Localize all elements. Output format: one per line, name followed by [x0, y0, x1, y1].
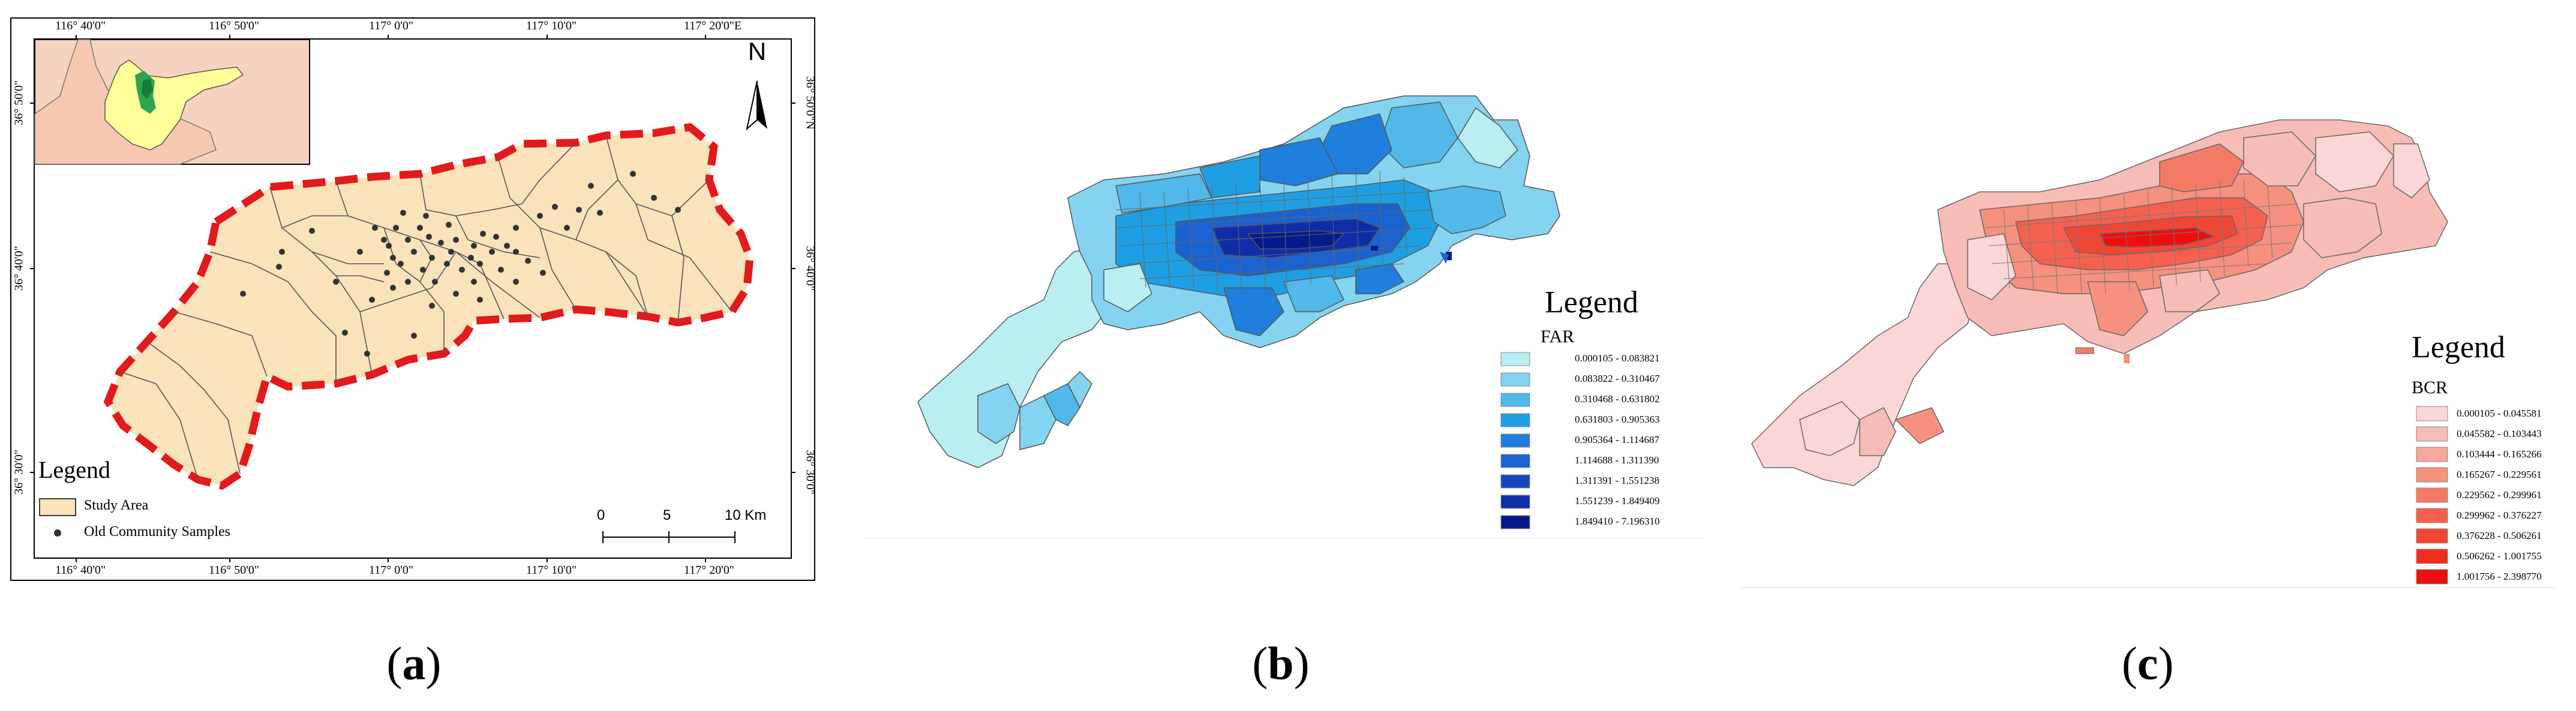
scale-label-5: 5 [663, 507, 671, 523]
coord-right-2: 36° 40'0" [803, 246, 817, 291]
far-legend-title: Legend [1545, 285, 1638, 320]
caption-b: (b) [1252, 637, 1310, 689]
panel-a: N 116° 40'0" 116° 50'0" 117° 0'0" 117° 1… [0, 0, 828, 599]
far-class-1: 0.000105 - 0.083821 [1575, 353, 1660, 364]
coord-top-3: 117° 0'0" [369, 19, 414, 32]
bcr-class-9: 1.001756 - 2.398770 [2457, 571, 2542, 582]
far-class-4: 0.631803 - 0.905363 [1575, 414, 1660, 425]
bcr-class-1: 0.000105 - 0.045581 [2457, 408, 2542, 419]
legend-label-samples: Old Community Samples [84, 524, 231, 540]
inset-map [34, 39, 310, 165]
coord-top-2: 116° 50'0" [209, 19, 260, 32]
bcr-class-6: 0.299962 - 0.376227 [2457, 510, 2542, 521]
bcr-legend-swatches [2416, 406, 2448, 585]
scale-label-0: 0 [597, 507, 605, 523]
north-arrow-icon [746, 80, 767, 131]
legend-marker-samples [54, 529, 61, 537]
far-class-6: 1.114688 - 1.311390 [1575, 454, 1659, 466]
north-label: N [748, 37, 766, 65]
bcr-class-2: 0.045582 - 0.103443 [2457, 428, 2542, 439]
far-map [864, 95, 1704, 539]
panel-c: Legend BCR 0.000105 - 0.045581 0.045582 … [1740, 84, 2568, 599]
coord-right-3: 36° 30'0" [803, 450, 817, 495]
coord-right-1: 36° 50'0"N [803, 76, 817, 130]
coord-bottom-3: 117° 0'0" [369, 564, 414, 577]
legend-swatch-study-area [39, 498, 76, 516]
coord-bottom-5: 117° 20'0" [684, 564, 735, 577]
coord-bottom-1: 116° 40'0" [55, 564, 106, 577]
bcr-class-4: 0.165267 - 0.229561 [2457, 469, 2542, 480]
coord-top-1: 116° 40'0" [55, 19, 106, 32]
caption-a: (a) [386, 637, 442, 689]
coord-left-2: 36° 40'0" [12, 246, 26, 291]
bcr-legend-title: Legend [2412, 330, 2505, 364]
far-class-7: 1.311391 - 1.551238 [1575, 475, 1660, 486]
coord-left-3: 36° 30'0" [12, 450, 26, 495]
far-class-5: 0.905364 - 1.114687 [1575, 434, 1660, 445]
bcr-class-7: 0.376228 - 0.506261 [2457, 530, 2542, 541]
coord-bottom-2: 116° 50'0" [209, 564, 260, 577]
bcr-field-label: BCR [2412, 378, 2448, 397]
district-boundaries [119, 135, 732, 480]
caption-c: (c) [2121, 637, 2174, 689]
legend-title: Legend [38, 456, 110, 483]
coord-bottom-4: 117° 10'0" [526, 564, 577, 577]
bcr-block-lines [1985, 179, 2301, 294]
bcr-class-8: 0.506262 - 1.001755 [2457, 550, 2542, 562]
bcr-class-5: 0.229562 - 0.299961 [2457, 489, 2542, 501]
far-class-3: 0.310468 - 0.631802 [1575, 393, 1660, 405]
far-class-9: 1.849410 - 7.196310 [1575, 516, 1660, 527]
coord-left-1: 36° 50'0" [12, 80, 26, 125]
graticule-ticks [30, 35, 795, 562]
bcr-map [1740, 119, 2556, 588]
study-area-map: N [10, 17, 815, 581]
coord-top-4: 117° 10'0" [526, 19, 577, 32]
far-class-8: 1.551239 - 1.849409 [1575, 495, 1660, 507]
scale-label-10: 10 Km [725, 507, 767, 523]
far-legend-swatches [1500, 352, 1530, 529]
legend-label-study-area: Study Area [84, 498, 149, 513]
scale-bar [602, 531, 735, 543]
far-class-2: 0.083822 - 0.310467 [1575, 373, 1660, 384]
coord-top-5: 117° 20'0"E [684, 19, 742, 32]
bcr-class-3: 0.103444 - 0.165266 [2457, 448, 2542, 460]
panel-b: Legend FAR 0.000105 - 0.083821 0.083822 … [864, 72, 1716, 552]
far-field-label: FAR [1541, 327, 1575, 347]
old-community-samples [240, 171, 681, 357]
